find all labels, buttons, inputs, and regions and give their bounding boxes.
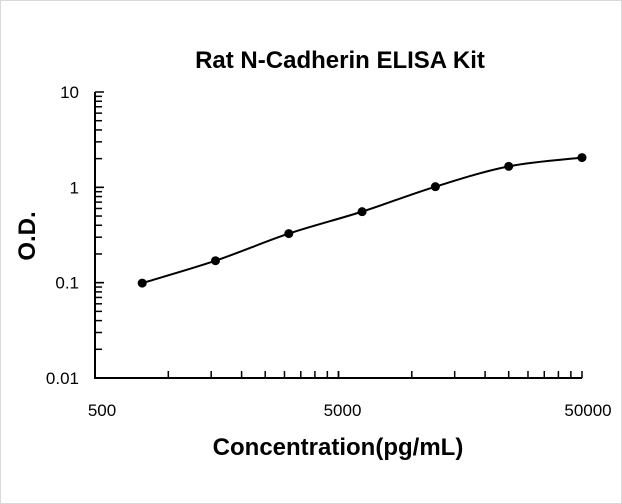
x-tick-label: 500 (88, 401, 116, 420)
x-tick-label: 50000 (564, 401, 611, 420)
y-axis-label: O.D. (14, 211, 41, 260)
x-tick-label: 5000 (324, 401, 362, 420)
data-point (284, 229, 294, 239)
data-point (577, 153, 587, 163)
y-tick-label: 1 (70, 178, 79, 197)
x-axis-label: Concentration(pg/mL) (213, 434, 464, 461)
y-tick-label: 10 (60, 83, 79, 102)
data-point (504, 161, 514, 171)
data-point (210, 256, 220, 266)
chart-title: Rat N-Cadherin ELISA Kit (195, 47, 485, 74)
data-point (430, 182, 440, 192)
y-tick-label: 0.1 (55, 274, 79, 293)
data-point (137, 278, 147, 288)
data-point (357, 207, 367, 217)
y-tick-label: 0.01 (46, 369, 79, 388)
standard-curve-line (141, 156, 583, 285)
